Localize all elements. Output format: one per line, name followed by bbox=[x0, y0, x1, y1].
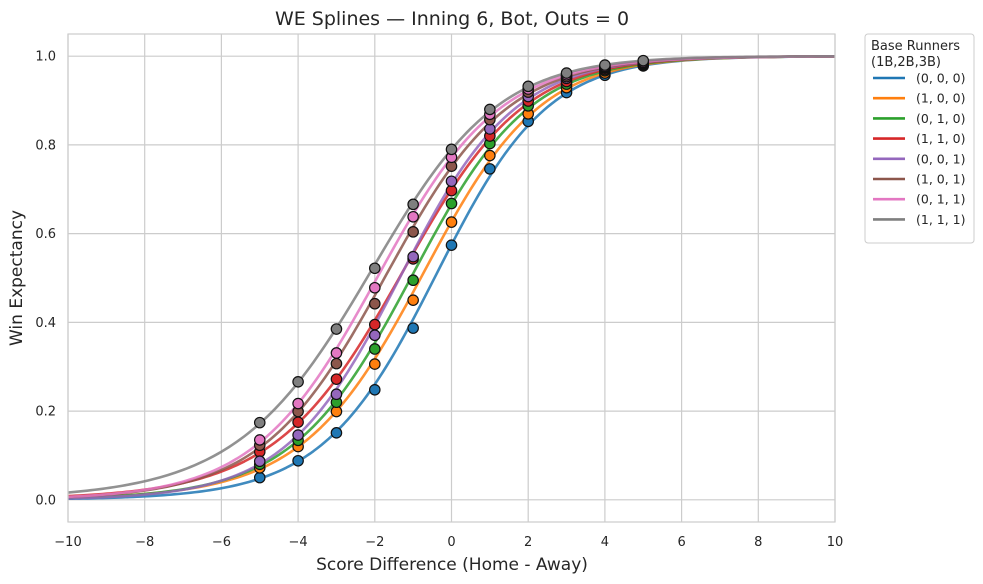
data-point bbox=[368, 262, 381, 275]
legend-label: (1, 1, 0) bbox=[916, 131, 966, 146]
legend-label: (0, 1, 1) bbox=[916, 192, 966, 207]
y-axis-title: Win Expectancy bbox=[7, 210, 27, 346]
x-tick-label: 8 bbox=[754, 535, 762, 550]
x-tick-label: 2 bbox=[524, 535, 532, 550]
data-point bbox=[253, 434, 266, 446]
data-point bbox=[292, 429, 304, 441]
data-point bbox=[445, 239, 458, 251]
y-tick-label: 0.8 bbox=[35, 138, 56, 153]
data-point bbox=[484, 103, 496, 116]
x-tick-label: 4 bbox=[601, 535, 609, 550]
data-point bbox=[330, 373, 343, 385]
data-point bbox=[330, 357, 343, 370]
legend-title-line1: Base Runners bbox=[871, 39, 960, 54]
data-point bbox=[637, 54, 650, 67]
data-point bbox=[330, 427, 343, 439]
data-point bbox=[253, 471, 266, 484]
x-tick-label: −8 bbox=[135, 535, 154, 550]
y-tick-label: 0.2 bbox=[35, 405, 56, 420]
data-point bbox=[368, 358, 381, 370]
data-point bbox=[484, 149, 496, 162]
y-tick-label: 0.4 bbox=[35, 316, 56, 331]
legend-items: (0, 0, 0) (1, 0, 0) (0, 1, 0) (1, 1, 0) (0, … bbox=[873, 71, 966, 227]
x-tick-label: −10 bbox=[54, 535, 81, 550]
data-point bbox=[292, 376, 304, 388]
data-point bbox=[445, 175, 458, 188]
x-tick-label: 6 bbox=[677, 535, 685, 550]
x-tick-label: 0 bbox=[447, 535, 455, 550]
x-tick-label: 10 bbox=[827, 535, 844, 550]
x-axis-title: Score Difference (Home - Away) bbox=[316, 555, 588, 575]
data-point bbox=[445, 143, 458, 156]
legend-title-line2: (1B,2B,3B) bbox=[871, 55, 941, 70]
x-tick-label: −4 bbox=[289, 535, 308, 550]
data-point bbox=[368, 343, 381, 355]
y-tick-label: 0.0 bbox=[35, 493, 56, 508]
legend-label: (0, 0, 0) bbox=[916, 71, 966, 86]
legend: Base Runners (1B,2B,3B) (0, 0, 0) (1, 0, … bbox=[864, 33, 975, 244]
legend-label: (1, 1, 1) bbox=[916, 212, 966, 227]
data-point bbox=[330, 388, 343, 401]
data-point bbox=[407, 250, 419, 263]
data-point bbox=[292, 416, 304, 428]
data-point bbox=[368, 383, 381, 396]
y-axis-ticks: 0.0 0.2 0.4 0.6 0.8 1.0 bbox=[35, 50, 56, 509]
data-point bbox=[445, 216, 458, 228]
plot-frame bbox=[67, 33, 836, 523]
data-point bbox=[292, 397, 304, 410]
data-point bbox=[407, 210, 419, 223]
data-point bbox=[292, 454, 304, 467]
data-point bbox=[522, 80, 534, 93]
data-point bbox=[407, 322, 419, 334]
data-point bbox=[407, 198, 419, 211]
data-point bbox=[368, 329, 381, 342]
data-point bbox=[407, 226, 419, 238]
data-point bbox=[407, 274, 419, 287]
x-tick-label: −2 bbox=[365, 535, 384, 550]
data-point bbox=[368, 281, 381, 294]
data-point bbox=[445, 197, 458, 210]
data-point bbox=[368, 297, 381, 310]
legend-label: (1, 0, 1) bbox=[916, 172, 966, 187]
data-point bbox=[330, 347, 343, 359]
chart-title: WE Splines — Inning 6, Bot, Outs = 0 bbox=[275, 8, 629, 30]
legend-label: (0, 0, 1) bbox=[916, 151, 966, 166]
x-tick-label: −6 bbox=[212, 535, 231, 550]
data-point bbox=[330, 323, 343, 335]
y-tick-label: 0.6 bbox=[35, 227, 56, 242]
legend-frame bbox=[864, 33, 975, 244]
y-tick-label: 1.0 bbox=[35, 50, 56, 65]
legend-label: (1, 0, 0) bbox=[916, 91, 966, 106]
data-point bbox=[484, 163, 496, 175]
data-points bbox=[253, 54, 650, 484]
data-point bbox=[253, 416, 266, 429]
x-axis-ticks: −10 −8 −6 −4 −2 0 2 4 6 8 10 bbox=[54, 535, 843, 550]
data-point bbox=[560, 67, 573, 79]
data-point bbox=[368, 318, 381, 331]
data-point bbox=[407, 294, 419, 306]
legend-label: (0, 1, 0) bbox=[916, 111, 966, 126]
data-point bbox=[253, 455, 266, 468]
data-point bbox=[599, 59, 611, 71]
